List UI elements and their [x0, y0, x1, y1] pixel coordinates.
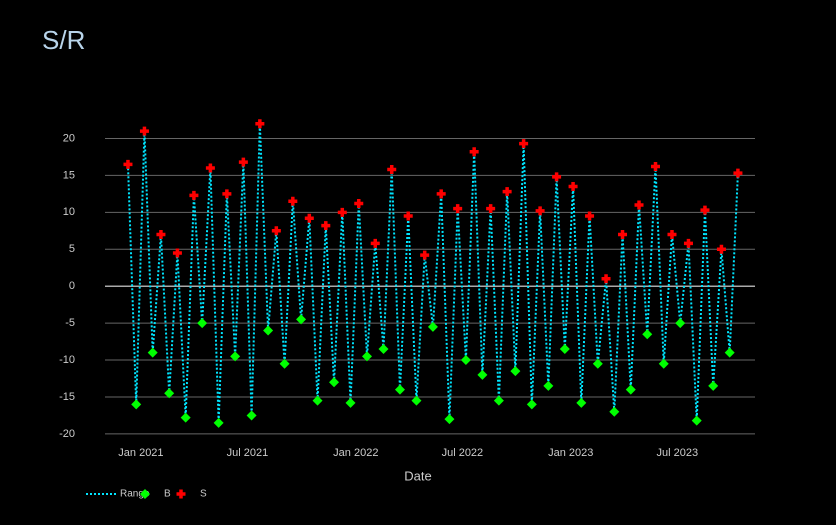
cross-marker — [453, 204, 463, 214]
diamond-marker — [691, 415, 702, 426]
cross-marker — [205, 163, 215, 173]
diamond-marker — [592, 358, 603, 369]
cross-marker — [436, 189, 446, 199]
cross-marker — [650, 162, 660, 172]
x-tick-label: Jul 2021 — [227, 447, 269, 459]
diamond-marker — [147, 347, 158, 358]
cross-marker — [420, 250, 430, 260]
diamond-marker — [312, 395, 323, 406]
cross-marker — [238, 157, 248, 167]
cross-marker — [733, 168, 743, 178]
cross-marker — [716, 244, 726, 254]
cross-marker — [585, 211, 595, 221]
diamond-marker — [378, 343, 389, 354]
diamond-marker — [658, 358, 669, 369]
diamond-marker — [510, 366, 521, 377]
diamond-marker — [230, 351, 241, 362]
y-tick-label: -5 — [65, 317, 75, 329]
diamond-marker — [427, 321, 438, 332]
cross-marker — [568, 181, 578, 191]
y-tick-label: 10 — [63, 206, 75, 218]
x-tick-label: Jan 2023 — [548, 447, 593, 459]
cross-marker — [123, 159, 133, 169]
x-tick-label: Jan 2022 — [333, 447, 378, 459]
y-tick-label: -15 — [59, 391, 75, 403]
diamond-marker — [526, 399, 537, 410]
cross-marker — [601, 274, 611, 284]
diamond-marker — [362, 351, 373, 362]
y-tick-label: 20 — [63, 132, 75, 144]
y-tick-label: -10 — [59, 354, 75, 366]
diamond-marker — [444, 414, 455, 425]
cross-marker — [354, 198, 364, 208]
diamond-marker — [625, 384, 636, 395]
y-tick-label: 0 — [69, 280, 75, 292]
cross-marker — [486, 204, 496, 214]
cross-marker — [552, 172, 562, 182]
diamond-marker — [131, 399, 142, 410]
diamond-marker — [477, 369, 488, 380]
diamond-marker — [246, 410, 257, 421]
cross-marker — [189, 190, 199, 200]
diamond-marker — [180, 412, 191, 423]
diamond-marker — [675, 318, 686, 329]
cross-marker — [469, 147, 479, 157]
cross-marker — [618, 229, 628, 239]
diamond-marker — [609, 406, 620, 417]
diamond-marker — [140, 489, 150, 499]
diamond-marker — [493, 395, 504, 406]
diamond-marker — [164, 388, 175, 399]
diamond-marker — [559, 343, 570, 354]
diamond-marker — [345, 397, 356, 408]
cross-marker — [139, 126, 149, 136]
cross-marker — [370, 238, 380, 248]
diamond-marker — [279, 358, 290, 369]
cross-marker — [387, 164, 397, 174]
cross-marker — [304, 213, 314, 223]
legend-label: Range — [120, 489, 150, 500]
diamond-marker — [708, 380, 719, 391]
x-tick-label: Jan 2021 — [118, 447, 163, 459]
cross-marker — [667, 229, 677, 239]
x-axis-title: Date — [404, 468, 431, 483]
diamond-marker — [642, 329, 653, 340]
cross-marker — [519, 139, 529, 149]
diamond-marker — [394, 384, 405, 395]
cross-marker — [271, 226, 281, 236]
diamond-marker — [724, 347, 735, 358]
diamond-marker — [543, 380, 554, 391]
cross-marker — [176, 489, 186, 499]
y-tick-label: 5 — [69, 243, 75, 255]
y-tick-label: -20 — [59, 428, 75, 440]
legend-label: S — [200, 489, 207, 500]
cross-marker — [535, 206, 545, 216]
diamond-marker — [213, 417, 224, 428]
diamond-marker — [296, 314, 307, 325]
cross-marker — [222, 189, 232, 199]
legend-label: B — [164, 489, 171, 500]
cross-marker — [156, 229, 166, 239]
x-tick-label: Jul 2022 — [442, 447, 484, 459]
diamond-marker — [329, 377, 340, 388]
diamond-marker — [411, 395, 422, 406]
cross-marker — [700, 205, 710, 215]
chart-title: S/R — [42, 25, 85, 55]
diamond-marker — [263, 325, 274, 336]
y-tick-label: 15 — [63, 169, 75, 181]
cross-marker — [288, 196, 298, 206]
cross-marker — [634, 200, 644, 210]
cross-marker — [683, 238, 693, 248]
x-tick-label: Jul 2023 — [656, 447, 698, 459]
cross-marker — [502, 187, 512, 197]
cross-marker — [172, 248, 182, 258]
cross-marker — [255, 119, 265, 129]
diamond-marker — [460, 355, 471, 366]
diamond-marker — [197, 318, 208, 329]
cross-marker — [403, 211, 413, 221]
cross-marker — [337, 207, 347, 217]
diamond-marker — [576, 397, 587, 408]
cross-marker — [321, 221, 331, 231]
